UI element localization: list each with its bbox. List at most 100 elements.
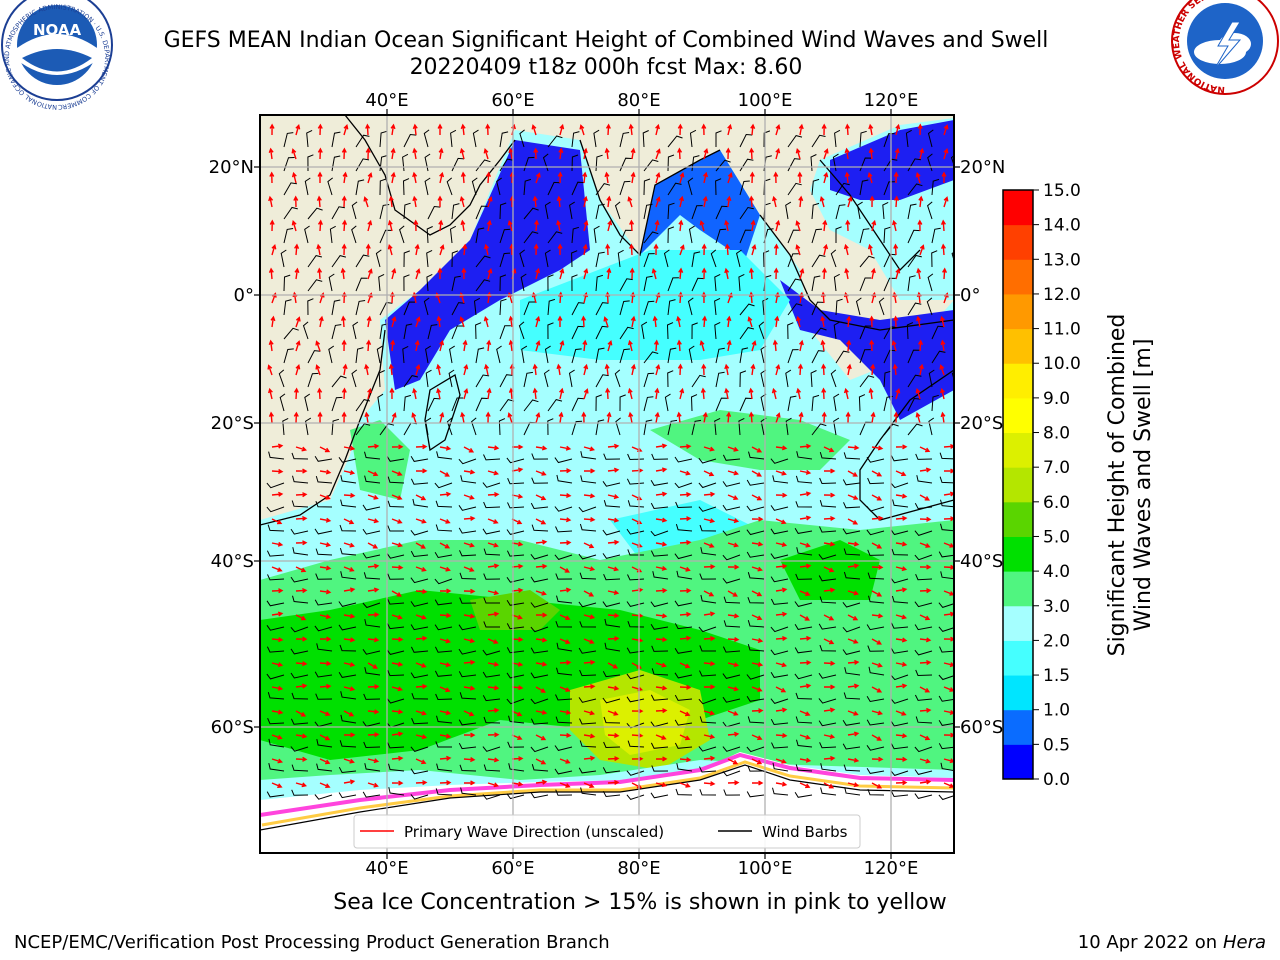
wind-barb xyxy=(931,394,939,412)
wind-barb xyxy=(866,745,885,751)
wind-barb xyxy=(520,273,527,292)
wind-barb xyxy=(446,177,453,196)
wave-direction-arrow xyxy=(295,540,308,546)
wave-direction-arrow xyxy=(559,686,571,692)
wave-direction-arrow xyxy=(367,684,380,690)
wave-direction-arrow xyxy=(895,614,907,620)
wind-barb xyxy=(435,693,453,701)
wind-barb xyxy=(411,718,429,725)
wind-barb xyxy=(907,349,920,364)
wave-direction-arrow xyxy=(775,686,787,693)
colorbar-tick-label: 4.0 xyxy=(1043,562,1070,582)
wind-barb xyxy=(739,347,749,364)
lon-label-bottom-80e: 80°E xyxy=(617,858,660,879)
wind-barb xyxy=(506,457,525,464)
wind-barb xyxy=(362,649,381,655)
wind-barb xyxy=(878,297,885,316)
wind-barb xyxy=(859,375,875,388)
wind-barb xyxy=(508,715,525,724)
wind-barb xyxy=(458,505,477,511)
lon-label-top-40e: 40°E xyxy=(365,90,408,111)
wind-barb xyxy=(425,417,432,436)
wind-barb xyxy=(619,394,626,412)
wind-barb xyxy=(499,252,511,268)
wave-direction-arrow xyxy=(631,756,644,762)
wind-barb xyxy=(859,421,872,436)
wave-direction-arrow xyxy=(486,339,492,352)
wave-direction-arrow xyxy=(919,516,932,522)
wave-direction-arrow xyxy=(388,195,394,208)
wind-barb xyxy=(483,597,500,604)
wind-barb xyxy=(927,273,934,292)
wind-barb xyxy=(770,626,789,633)
wave-direction-arrow xyxy=(295,468,308,474)
wind-barb xyxy=(811,394,820,412)
wind-barb xyxy=(866,456,885,463)
wave-direction-arrow xyxy=(895,756,908,762)
wave-direction-arrow xyxy=(341,195,347,208)
wind-barb xyxy=(643,275,653,292)
wave-direction-arrow xyxy=(367,662,378,669)
wave-direction-arrow xyxy=(413,219,419,232)
wind-barb xyxy=(283,274,291,292)
wave-direction-arrow xyxy=(484,243,490,256)
wave-direction-arrow xyxy=(268,387,273,400)
wave-direction-arrow xyxy=(271,611,284,617)
wind-barb xyxy=(811,423,827,436)
wind-barb xyxy=(739,206,754,220)
wind-barb xyxy=(867,788,885,796)
wave-direction-arrow xyxy=(511,587,524,593)
wave-direction-arrow xyxy=(750,219,756,232)
wind-barb xyxy=(555,573,573,580)
wave-direction-arrow xyxy=(341,387,347,400)
wave-direction-arrow xyxy=(943,636,954,642)
wave-direction-arrow xyxy=(726,315,732,328)
wind-barb xyxy=(531,764,549,772)
wind-barb xyxy=(410,550,429,558)
wave-direction-arrow xyxy=(511,781,524,787)
wind-barb xyxy=(830,369,837,388)
wind-barb xyxy=(340,691,357,700)
wave-direction-arrow xyxy=(366,339,372,352)
wind-barb xyxy=(883,277,896,292)
wave-direction-arrow xyxy=(583,493,596,499)
wave-direction-arrow xyxy=(343,686,356,692)
wind-barb xyxy=(267,524,285,532)
wind-barb xyxy=(700,594,717,604)
wave-direction-arrow xyxy=(655,467,668,473)
wave-direction-arrow xyxy=(943,564,954,570)
wave-direction-arrow xyxy=(583,659,596,665)
wind-barb xyxy=(355,423,371,436)
wind-barb xyxy=(843,571,861,580)
wave-direction-arrow xyxy=(295,340,301,352)
wave-direction-arrow xyxy=(291,171,297,184)
wind-barb xyxy=(890,790,909,798)
wave-direction-arrow xyxy=(532,363,538,376)
wave-direction-arrow xyxy=(483,316,489,328)
wind-barb xyxy=(499,228,511,244)
wave-direction-arrow xyxy=(679,684,692,690)
wave-direction-arrow xyxy=(271,637,284,643)
wind-barb xyxy=(619,229,632,244)
wind-barb xyxy=(364,475,381,484)
wave-direction-arrow xyxy=(583,614,596,620)
wind-barb xyxy=(938,551,954,558)
wave-direction-arrow xyxy=(439,686,451,693)
wave-direction-arrow xyxy=(895,444,908,450)
wave-direction-arrow xyxy=(775,587,788,593)
wave-direction-arrow xyxy=(439,445,452,451)
wind-barb xyxy=(643,231,659,244)
wave-direction-arrow xyxy=(700,387,706,400)
wave-direction-arrow xyxy=(677,147,683,160)
wind-barb xyxy=(835,350,850,364)
wave-direction-arrow xyxy=(629,267,635,280)
wind-barb xyxy=(388,787,405,796)
wind-barb xyxy=(859,255,875,268)
wind-barb xyxy=(283,299,292,316)
wind-barb xyxy=(506,793,525,800)
wave-direction-arrow xyxy=(871,613,884,619)
wind-barb xyxy=(379,130,388,148)
wave-direction-arrow xyxy=(559,587,572,593)
wind-barb xyxy=(314,671,333,678)
wave-direction-arrow xyxy=(727,710,739,716)
